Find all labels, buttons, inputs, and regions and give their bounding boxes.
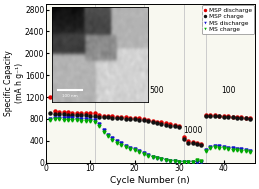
Legend: MSP discharge, MSP charge, MS discharge, MS charge: MSP discharge, MSP charge, MS discharge,… — [202, 5, 254, 34]
Text: 300: 300 — [110, 86, 124, 95]
Text: 100: 100 — [63, 86, 77, 95]
Y-axis label: Specific Capacity
(mA h g⁻¹): Specific Capacity (mA h g⁻¹) — [4, 50, 24, 116]
Text: 1000: 1000 — [183, 126, 202, 135]
Text: 100: 100 — [221, 86, 235, 95]
X-axis label: Cycle Number (n): Cycle Number (n) — [110, 176, 190, 185]
Text: 500: 500 — [150, 86, 164, 95]
